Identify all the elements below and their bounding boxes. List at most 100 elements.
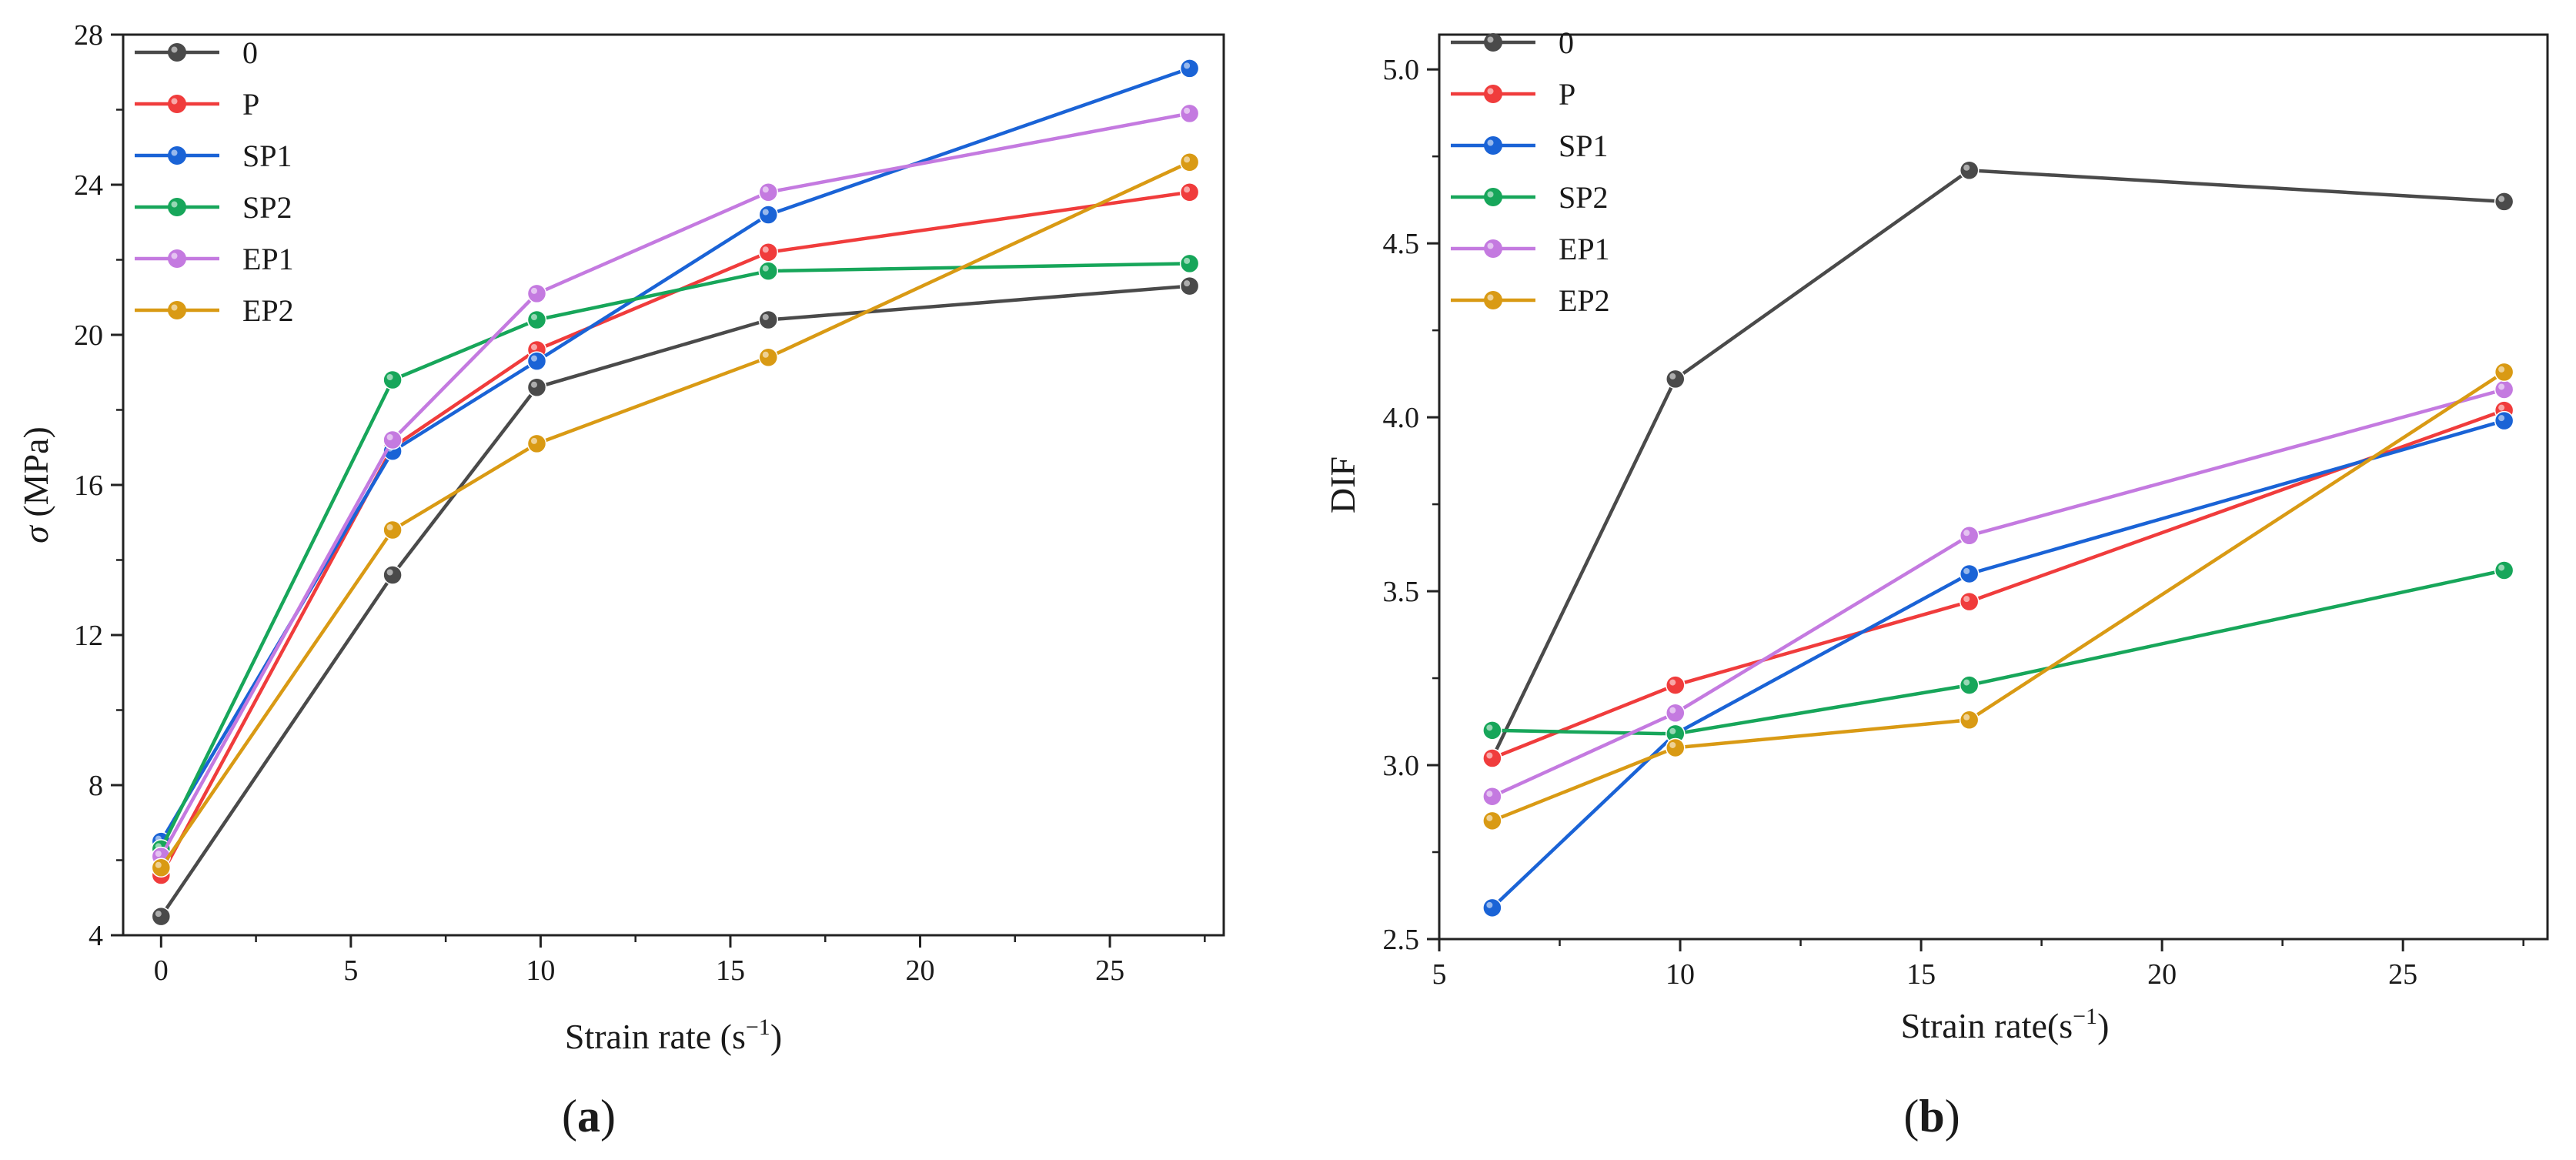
x-axis-label-a: Strain rate (s bbox=[565, 1017, 746, 1056]
legend-label-p: P bbox=[1559, 77, 1575, 112]
legend-marker-highlight bbox=[1487, 294, 1494, 301]
legend-marker-0 bbox=[168, 43, 186, 62]
legend-label-sp2: SP2 bbox=[242, 190, 292, 225]
data-point-0 bbox=[1959, 160, 1980, 180]
data-point-highlight bbox=[530, 437, 537, 444]
legend-marker-0 bbox=[1484, 33, 1502, 52]
series-sp2 bbox=[1482, 560, 2514, 744]
y-tick-label: 3.5 bbox=[1383, 576, 1420, 608]
data-point-highlight bbox=[1184, 257, 1191, 264]
data-point-sp1 bbox=[1482, 898, 1502, 918]
x-tick-label: 15 bbox=[716, 954, 745, 987]
legend-entry-p: P bbox=[135, 87, 259, 122]
series-line-0 bbox=[1490, 168, 2504, 759]
x-axis-title-a: Strain rate (s−1) bbox=[565, 1015, 782, 1056]
legend-marker-sp2 bbox=[168, 198, 186, 216]
data-point-ep2 bbox=[1959, 710, 1980, 730]
data-point-highlight bbox=[1486, 791, 1493, 797]
data-point-sp2 bbox=[1482, 720, 1502, 740]
data-point-highlight bbox=[2498, 366, 2505, 373]
x-axis-suffix-a: ) bbox=[770, 1017, 782, 1056]
legend-label-sp1: SP1 bbox=[242, 139, 292, 173]
legend-marker-sp1 bbox=[1484, 136, 1502, 155]
series-group-a bbox=[151, 59, 1200, 927]
panel-label-close-b: ) bbox=[1945, 1091, 1960, 1142]
data-point-0 bbox=[758, 309, 779, 330]
legend-label-sp1: SP1 bbox=[1559, 129, 1609, 163]
data-point-0 bbox=[1666, 369, 1686, 389]
data-point-sp2 bbox=[526, 309, 547, 330]
series-ep2 bbox=[1482, 362, 2514, 831]
data-point-highlight bbox=[1963, 714, 1970, 720]
legend-label-ep1: EP1 bbox=[242, 242, 294, 276]
x-tick-label: 25 bbox=[2388, 958, 2417, 991]
x-axis-exponent-a: −1 bbox=[746, 1015, 770, 1040]
x-axis-title-b: Strain rate(s−1) bbox=[1901, 1004, 2110, 1045]
legend-marker-ep1 bbox=[1484, 239, 1502, 258]
data-point-ep1 bbox=[1179, 103, 1200, 124]
legend-marker-highlight bbox=[1487, 139, 1494, 146]
data-point-highlight bbox=[155, 851, 162, 857]
data-point-ep2 bbox=[151, 857, 172, 878]
panel-label-b: (b) bbox=[1903, 1091, 1960, 1142]
x-tick-label: 10 bbox=[1666, 958, 1695, 991]
legend-entry-ep2: EP2 bbox=[1451, 283, 1610, 318]
series-line-p bbox=[1492, 408, 2505, 761]
data-point-ep2 bbox=[1179, 152, 1200, 172]
data-point-highlight bbox=[2498, 564, 2505, 571]
data-point-ep1 bbox=[1482, 786, 1502, 807]
data-point-ep2 bbox=[2494, 362, 2514, 383]
legend-marker-highlight bbox=[1487, 191, 1494, 198]
legend-marker-highlight bbox=[171, 46, 178, 53]
x-tick-labels-a: 0 5 10 15 20 25 bbox=[154, 954, 1124, 987]
legend-label-ep2: EP2 bbox=[242, 293, 294, 328]
legend-marker-highlight bbox=[171, 304, 178, 311]
chart-panel-b: 2.5 3.0 3.5 4.0 4.5 5.0 5 10 15 20 25 0 P SP1 SP2 EP1… bbox=[1323, 25, 2549, 1142]
data-point-highlight bbox=[1669, 741, 1676, 748]
legend-marker-highlight bbox=[1487, 36, 1494, 43]
y-axis-symbol-a: σ bbox=[16, 524, 55, 543]
legend-entry-ep1: EP1 bbox=[1451, 232, 1610, 266]
data-point-sp2 bbox=[758, 261, 779, 281]
y-tick-label: 28 bbox=[74, 19, 103, 52]
legend-label-0: 0 bbox=[242, 35, 258, 70]
legend-entry-0: 0 bbox=[1451, 25, 1574, 60]
legend-marker-highlight bbox=[171, 149, 178, 156]
x-axis-label-b: Strain rate(s bbox=[1901, 1006, 2073, 1045]
data-point-highlight bbox=[2498, 196, 2505, 202]
data-point-highlight bbox=[1184, 156, 1191, 163]
y-tick-label: 12 bbox=[74, 620, 103, 652]
data-point-sp2 bbox=[1179, 253, 1200, 274]
data-point-highlight bbox=[1184, 186, 1191, 193]
legend-marker-highlight bbox=[171, 252, 178, 259]
series-group-b bbox=[1482, 160, 2514, 918]
legend-entry-p: P bbox=[1451, 77, 1575, 112]
data-point-sp2 bbox=[1959, 675, 1980, 695]
data-point-p bbox=[1482, 748, 1502, 768]
data-point-ep1 bbox=[1666, 703, 1686, 723]
data-point-highlight bbox=[1184, 280, 1191, 287]
data-point-sp2 bbox=[2494, 560, 2514, 580]
y-tick-label: 16 bbox=[74, 470, 103, 502]
x-tick-label: 5 bbox=[1432, 958, 1447, 991]
series-line-sp1 bbox=[1491, 419, 2505, 909]
data-point-highlight bbox=[1184, 62, 1191, 69]
data-point-highlight bbox=[530, 344, 537, 350]
y-tick-label: 4.0 bbox=[1383, 402, 1420, 434]
y-tick-label: 3.0 bbox=[1383, 750, 1420, 782]
panel-label-close-a: ) bbox=[600, 1091, 616, 1142]
data-point-highlight bbox=[762, 351, 769, 358]
data-point-highlight bbox=[2498, 415, 2505, 422]
data-point-ep1 bbox=[758, 182, 779, 202]
data-point-sp1 bbox=[758, 205, 779, 225]
series-p bbox=[151, 182, 1200, 885]
data-point-highlight bbox=[762, 209, 769, 216]
series-line-ep2 bbox=[1492, 370, 2505, 823]
legend-entry-sp2: SP2 bbox=[1451, 180, 1609, 215]
data-point-highlight bbox=[1486, 901, 1493, 908]
series-line-sp1 bbox=[159, 66, 1191, 843]
data-point-highlight bbox=[762, 265, 769, 272]
data-point-sp1 bbox=[1179, 59, 1200, 79]
series-0 bbox=[151, 276, 1200, 927]
y-tick-label: 5.0 bbox=[1383, 54, 1420, 86]
